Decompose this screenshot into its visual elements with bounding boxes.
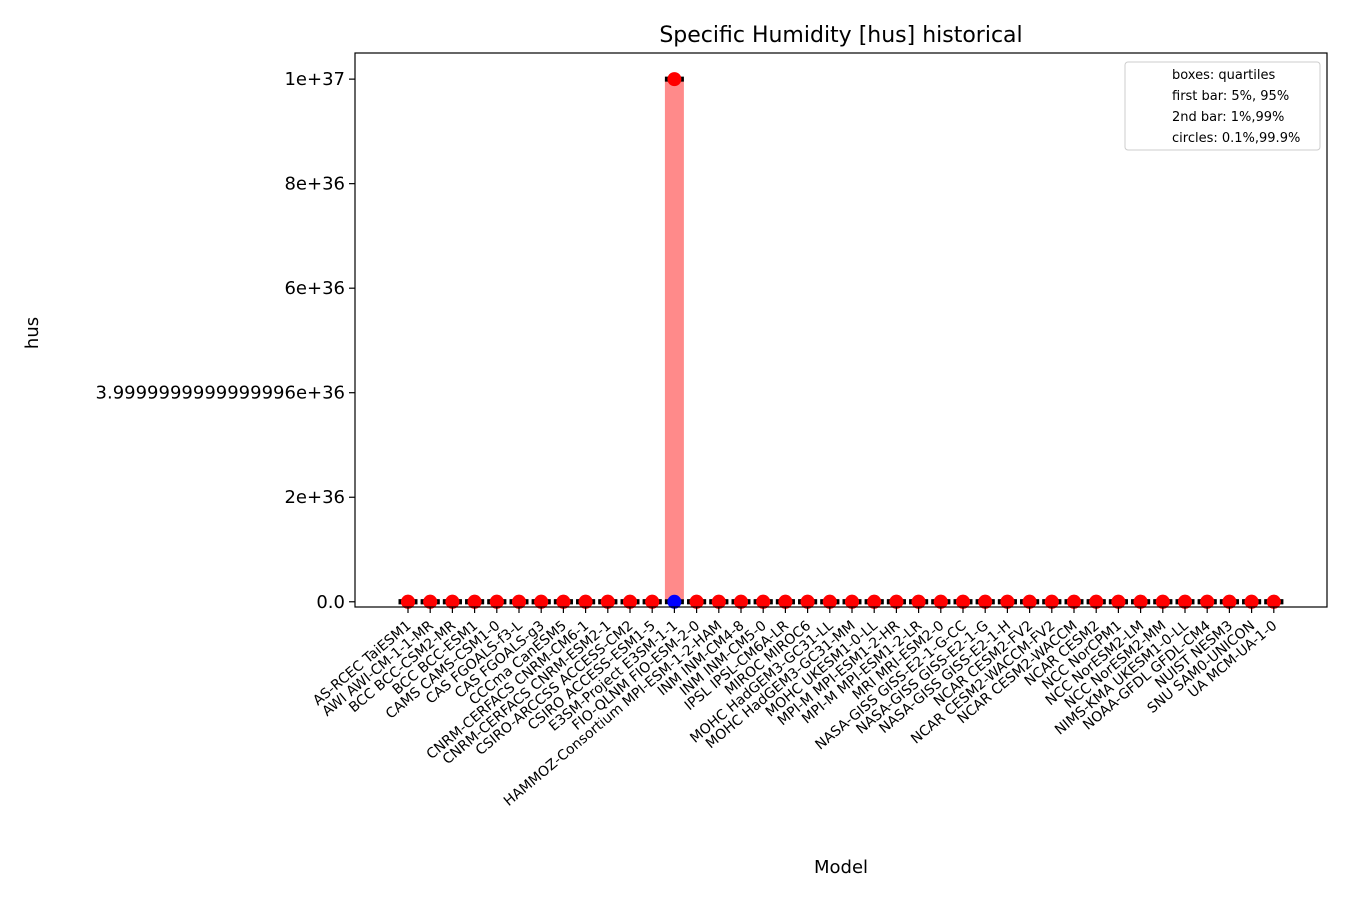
percentile-circle-high (1222, 594, 1237, 609)
x-axis-title: Model (814, 857, 868, 878)
percentile-circle-high (800, 594, 815, 609)
y-tick-label: 0.0 (316, 592, 345, 613)
percentile-circle-high (1089, 594, 1104, 609)
percentile-circle-high (1000, 594, 1015, 609)
percentile-circle-high (933, 594, 948, 609)
percentile-circle-high (1022, 594, 1037, 609)
legend-box (1124, 61, 1321, 151)
percentile-circle-high (1155, 594, 1170, 609)
chart-title: Specific Humidity [hus] historical (659, 23, 1022, 48)
percentile-circle-high (467, 594, 482, 609)
percentile-circle-high (556, 594, 571, 609)
y-tick-label: 2e+36 (284, 487, 345, 508)
percentile-circle-high (867, 594, 882, 609)
y-tick-label: 1e+37 (284, 69, 345, 90)
y-tick-label: 8e+36 (284, 174, 345, 195)
percentile-circle-high (822, 594, 837, 609)
percentile-circle-high (1266, 594, 1281, 609)
percentile-circle-high (489, 594, 504, 609)
legend-entry-second-bar: 2nd bar: 1%,99% (1172, 110, 1284, 125)
y-tick-label: 3.9999999999999996e+36 (96, 383, 345, 404)
percentile-circle-low (667, 594, 682, 609)
percentile-circle-high (1244, 594, 1259, 609)
percentile-circle-high (911, 594, 926, 609)
percentile-circle-high (1111, 594, 1126, 609)
legend-entry-circles: circles: 0.1%,99.9% (1172, 131, 1300, 146)
percentile-circle-high (1133, 594, 1148, 609)
axes-frame (354, 52, 1328, 608)
percentile-circle-high (889, 594, 904, 609)
plot-area (398, 72, 1284, 609)
percentile-circle-high (600, 594, 615, 609)
percentile-circle-high (1200, 594, 1215, 609)
legend: boxes: quartiles first bar: 5%, 95% 2nd … (1124, 61, 1321, 151)
percentile-circle-high (756, 594, 771, 609)
percentile-circle-high (978, 594, 993, 609)
percentile-circle-high (689, 594, 704, 609)
percentile-circle-high (512, 594, 526, 609)
percentile-circle-high (1044, 594, 1059, 609)
quartile-box (664, 79, 684, 602)
percentile-circle-high (401, 594, 415, 609)
legend-entry-boxes: boxes: quartiles (1172, 68, 1276, 83)
percentile-circle-high (578, 594, 593, 609)
y-tick-label: 6e+36 (284, 278, 345, 299)
percentile-circle-high (956, 594, 970, 609)
percentile-circle-high (1178, 594, 1192, 609)
percentile-circle-high (1067, 594, 1081, 609)
percentile-circle-high (711, 594, 726, 609)
percentile-circle-high (845, 594, 859, 609)
percentile-circle-high (623, 594, 637, 609)
percentile-circle-high (667, 72, 682, 87)
percentile-circle-high (734, 594, 748, 609)
y-axis-title: hus (22, 317, 43, 349)
legend-entry-first-bar: first bar: 5%, 95% (1172, 89, 1289, 104)
percentile-circle-high (645, 594, 660, 609)
percentile-circle-high (445, 594, 460, 609)
percentile-circle-high (423, 594, 438, 609)
percentile-circle-high (778, 594, 793, 609)
y-axis: 0.0 2e+36 3.9999999999999996e+36 6e+36 8e+36… (96, 69, 355, 613)
percentile-circle-high (534, 594, 549, 609)
